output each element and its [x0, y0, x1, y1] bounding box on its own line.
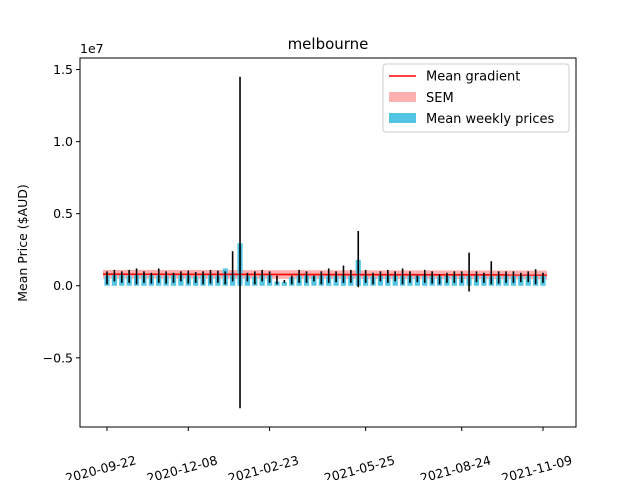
y-scale-label: 1e7: [80, 41, 104, 56]
mean-gradient-layer: [102, 273, 548, 276]
y-axis-label: Mean Price ($AUD): [15, 184, 30, 302]
legend-weekly-prices-swatch: [389, 113, 416, 123]
y-tick-label: 0.0: [53, 278, 73, 293]
y-tick-label: 1.5: [53, 62, 73, 77]
y-tick-label: 0.5: [53, 206, 73, 221]
legend-mean-gradient-label: Mean gradient: [426, 70, 520, 85]
legend-sem-swatch: [389, 92, 416, 102]
legend-sem-label: SEM: [426, 91, 454, 106]
y-tick-label: −0.5: [43, 350, 73, 365]
legend-box: [382, 63, 570, 133]
errorbars-layer: [106, 76, 544, 409]
legend-weekly-prices-label: Mean weekly prices: [426, 112, 555, 127]
mean-gradient-line: [102, 273, 548, 276]
plot-area: [102, 76, 548, 409]
chart-title: melbourne: [288, 35, 369, 53]
bar: [281, 282, 287, 286]
axes-frame: [79, 57, 577, 428]
y-tick-label: 1.0: [53, 134, 73, 149]
y-ticks: −0.5 0.0 0.5 1.0 1.5: [43, 62, 80, 365]
legend: Mean gradient SEM Mean weekly prices: [382, 63, 570, 133]
